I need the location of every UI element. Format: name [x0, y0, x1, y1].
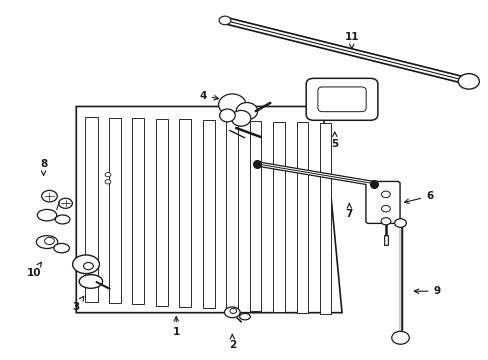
Bar — [225, 121, 237, 310]
Text: 9: 9 — [413, 286, 440, 296]
Text: 3: 3 — [73, 296, 83, 312]
Ellipse shape — [55, 215, 70, 224]
Circle shape — [105, 172, 111, 177]
Circle shape — [41, 190, 57, 202]
Text: 6: 6 — [404, 191, 432, 203]
Circle shape — [381, 191, 389, 198]
Circle shape — [219, 16, 230, 25]
Ellipse shape — [231, 111, 250, 126]
Text: 5: 5 — [330, 132, 338, 149]
Bar — [320, 123, 330, 315]
Ellipse shape — [236, 103, 257, 120]
Bar — [296, 122, 307, 313]
Bar — [85, 117, 98, 302]
Circle shape — [380, 218, 390, 225]
Circle shape — [105, 180, 111, 184]
Text: 1: 1 — [172, 317, 180, 337]
Circle shape — [59, 198, 72, 208]
Circle shape — [44, 237, 54, 244]
Circle shape — [457, 74, 478, 89]
FancyBboxPatch shape — [317, 87, 366, 112]
Bar — [108, 118, 121, 303]
Circle shape — [381, 206, 389, 212]
Ellipse shape — [37, 210, 57, 221]
Polygon shape — [76, 107, 341, 313]
Text: 11: 11 — [344, 32, 358, 49]
Bar — [179, 120, 191, 307]
FancyBboxPatch shape — [305, 78, 377, 120]
Bar — [155, 119, 167, 306]
Text: 2: 2 — [228, 334, 235, 350]
Bar — [272, 122, 284, 312]
Ellipse shape — [36, 235, 58, 248]
Text: 4: 4 — [199, 91, 218, 101]
Text: 8: 8 — [40, 159, 47, 175]
Ellipse shape — [218, 94, 245, 116]
Ellipse shape — [219, 109, 235, 122]
Ellipse shape — [239, 314, 250, 320]
Circle shape — [394, 219, 406, 227]
FancyBboxPatch shape — [365, 181, 399, 224]
Ellipse shape — [54, 243, 69, 253]
Ellipse shape — [73, 255, 99, 274]
Bar — [132, 118, 144, 305]
Circle shape — [83, 262, 93, 270]
Circle shape — [229, 309, 236, 314]
Text: 10: 10 — [26, 262, 41, 278]
Bar — [249, 121, 261, 311]
Circle shape — [391, 331, 408, 344]
Ellipse shape — [79, 275, 102, 288]
Bar — [202, 120, 214, 308]
Text: 7: 7 — [345, 203, 352, 219]
Ellipse shape — [224, 307, 240, 318]
